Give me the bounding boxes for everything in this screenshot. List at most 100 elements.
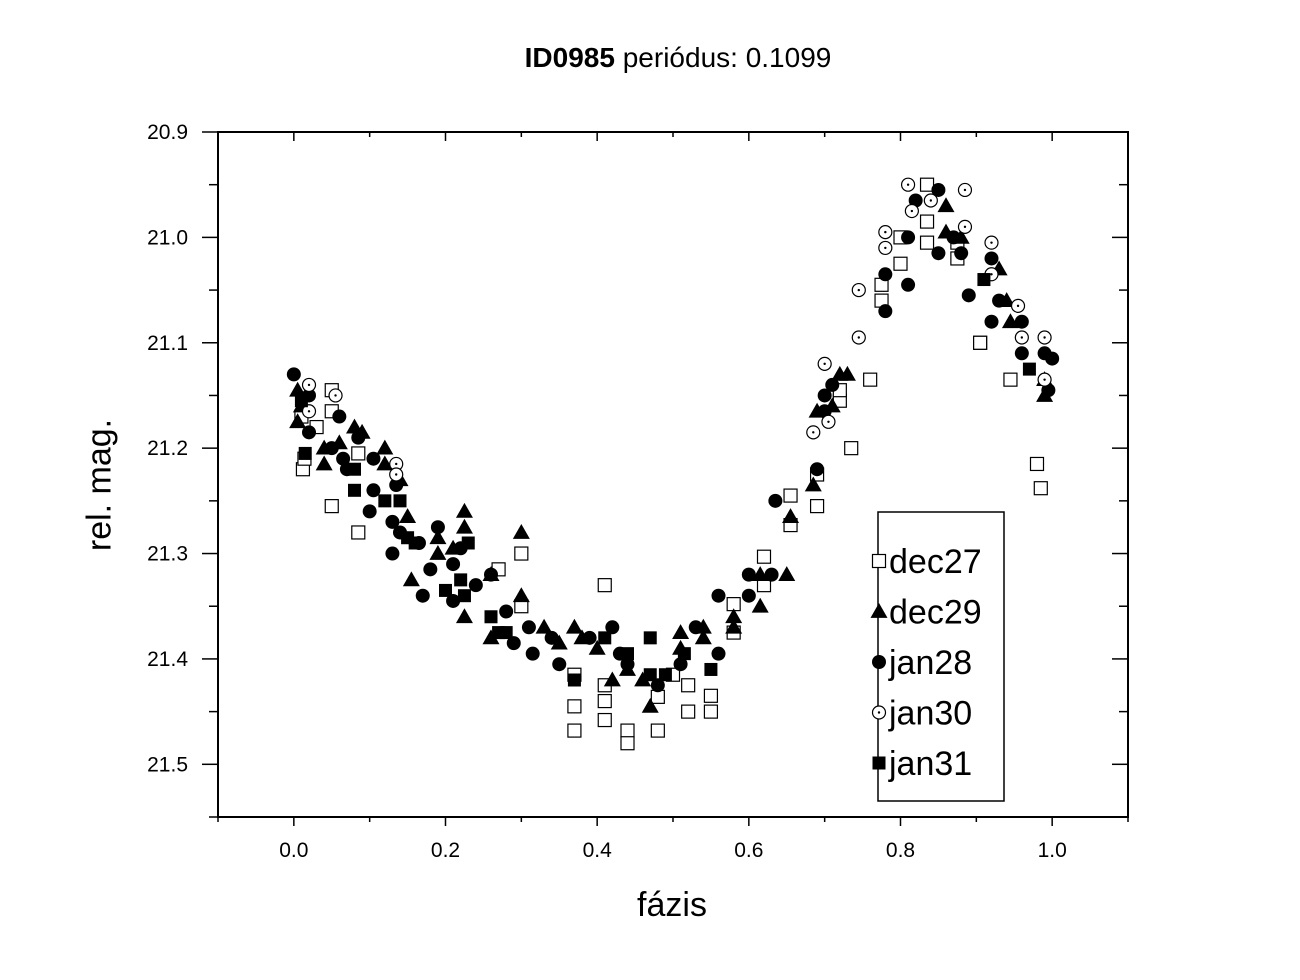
legend-label-jan28: jan28 — [888, 644, 972, 682]
jan28-point — [1014, 346, 1029, 361]
jan30-point-dot — [906, 183, 910, 186]
jan30-point — [984, 235, 999, 250]
jan30-point — [821, 414, 836, 429]
jan31-point — [567, 673, 581, 687]
dec29-point — [455, 502, 473, 518]
dec27-point — [809, 499, 825, 514]
legend-label-jan31: jan31 — [888, 745, 972, 783]
dec27-point — [681, 704, 696, 719]
jan28-point — [878, 267, 893, 282]
legend-marker-dec29 — [870, 603, 888, 618]
chart-title: ID0985 periódus: 0.1099 — [0, 42, 1300, 74]
jan28-point — [332, 409, 347, 424]
x-tick-label: 0.4 — [583, 839, 613, 862]
dec29-point — [376, 439, 394, 455]
jan31-point — [484, 610, 498, 624]
jan28-point — [423, 562, 438, 577]
jan30-point-dot — [1043, 378, 1046, 381]
dec27-point — [703, 704, 719, 719]
dec27-point — [597, 712, 612, 728]
dec27-point — [844, 441, 859, 456]
legend-marker-jan31 — [872, 756, 886, 770]
jan30-point — [878, 240, 893, 256]
dec29-point — [778, 566, 796, 581]
x-tick-label: 0.6 — [734, 839, 763, 862]
jan28-point — [741, 588, 756, 603]
dec27-point — [620, 736, 635, 751]
legend-marker-jan30 — [871, 705, 887, 720]
jan31-point — [408, 536, 422, 550]
dec27-point — [756, 549, 772, 564]
jan30-point-dot — [910, 209, 914, 213]
dec27-point — [703, 688, 719, 703]
y-tick-label: 21.3 — [147, 543, 188, 566]
jan28-point — [336, 451, 351, 466]
dec29-point — [725, 618, 743, 634]
legend-marker-dec27 — [871, 553, 887, 569]
jan28-point — [366, 483, 381, 498]
jan30-point — [900, 177, 916, 192]
legend-box — [877, 511, 1005, 802]
dec29-point — [429, 529, 447, 545]
x-tick-label: 0.8 — [886, 839, 915, 862]
jan30-point — [301, 377, 317, 393]
jan30-point-dot — [307, 410, 311, 413]
jan31-point — [439, 583, 452, 597]
jan28-point — [688, 620, 703, 635]
jan28-point — [931, 246, 946, 261]
jan28-point — [484, 567, 498, 582]
x-tick-label: 1.0 — [1038, 839, 1067, 862]
jan30-point-dot — [1020, 336, 1024, 339]
dec27-point — [919, 214, 935, 229]
jan31-point — [499, 626, 513, 640]
jan28-point — [741, 567, 756, 582]
jan30-point — [1037, 372, 1052, 387]
series-jan31 — [294, 273, 1036, 687]
jan28-point — [521, 620, 536, 635]
jan28-point — [946, 230, 961, 245]
jan28-point — [446, 593, 461, 608]
legend-label-dec29: dec29 — [889, 594, 982, 632]
dec27-point — [650, 723, 665, 738]
legend-label-dec27: dec27 — [889, 543, 982, 581]
jan28-point — [931, 182, 946, 197]
dec29-point — [289, 413, 307, 429]
jan28-point — [954, 246, 969, 261]
jan30-point-dot — [990, 241, 993, 244]
jan28-point — [817, 388, 832, 403]
jan28-point — [620, 657, 635, 672]
dec27-point — [620, 723, 635, 738]
jan30-point-dot — [963, 225, 967, 229]
jan31-point — [461, 536, 475, 550]
jan30-point — [878, 225, 893, 240]
jan28-point — [582, 630, 597, 645]
jan28-point — [768, 493, 783, 508]
x-tick-label: 0.2 — [431, 839, 460, 862]
x-axis-label: fázis — [637, 886, 707, 924]
dec29-point — [376, 455, 394, 471]
dec29-point — [641, 697, 659, 713]
dec29-point — [289, 381, 307, 397]
jan28-point — [764, 567, 779, 582]
dec29-point — [588, 639, 606, 655]
dec27-point — [597, 693, 612, 709]
jan28-point — [430, 520, 445, 535]
dec27-point — [1003, 372, 1018, 387]
dec29-point — [672, 624, 690, 639]
jan28-point — [468, 578, 483, 593]
jan30-point — [389, 467, 404, 482]
jan31-point — [658, 668, 672, 682]
axis-ticks: 0.0 0.2 0.4 0.6 0.8 1.0 20.9 21.0 21.1 21.2 21.3 21… — [147, 121, 1129, 862]
dec29-point — [455, 608, 473, 624]
jan30-point-dot — [395, 473, 398, 476]
jan31-point — [393, 494, 407, 508]
jan31-point — [348, 462, 361, 476]
jan28-point — [650, 678, 665, 693]
jan28-point — [525, 646, 540, 661]
jan30-point-dot — [857, 288, 860, 292]
dec29-point — [482, 629, 500, 645]
dec27-point — [863, 372, 878, 387]
series-jan28 — [286, 182, 1060, 693]
dec29-point — [512, 587, 530, 603]
dec27-point — [893, 256, 908, 271]
